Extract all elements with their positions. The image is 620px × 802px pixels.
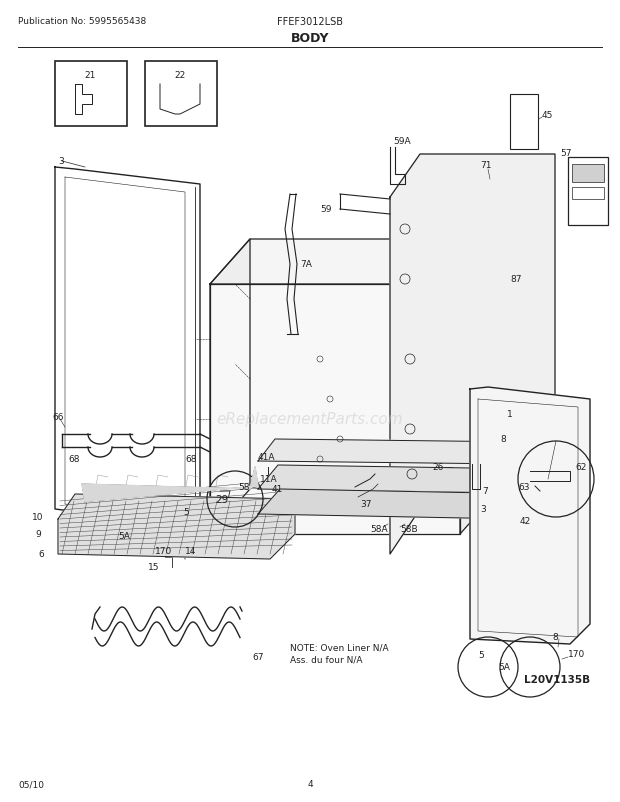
Polygon shape: [470, 387, 590, 644]
Text: 59: 59: [320, 205, 332, 214]
Text: 5A: 5A: [118, 532, 130, 541]
Text: 57: 57: [560, 148, 572, 157]
Polygon shape: [258, 465, 535, 493]
Polygon shape: [390, 155, 555, 554]
Text: 26: 26: [432, 463, 443, 472]
Text: Publication No: 5995565438: Publication No: 5995565438: [18, 18, 146, 26]
Text: 87: 87: [510, 275, 521, 284]
Text: 8: 8: [500, 435, 506, 444]
Bar: [425, 325, 485, 342]
Polygon shape: [82, 468, 258, 502]
Text: 42: 42: [520, 516, 531, 526]
Text: NOTE: Oven Liner N/A: NOTE: Oven Liner N/A: [290, 642, 389, 652]
Text: L20V1135B: L20V1135B: [524, 674, 590, 684]
Text: eReplacementParts.com: eReplacementParts.com: [216, 412, 404, 427]
Text: 1: 1: [507, 410, 513, 419]
Text: 6: 6: [38, 550, 44, 559]
Text: 5: 5: [183, 508, 188, 516]
Polygon shape: [258, 489, 540, 520]
Text: 58B: 58B: [400, 525, 418, 534]
Text: 15: 15: [148, 563, 159, 572]
Polygon shape: [210, 285, 460, 534]
Bar: [425, 339, 470, 370]
Text: 45: 45: [542, 111, 554, 119]
Bar: [510, 95, 538, 150]
Text: 62: 62: [575, 463, 587, 472]
Bar: [495, 225, 540, 243]
Bar: [572, 188, 604, 200]
Bar: [55, 62, 127, 127]
Text: 67: 67: [252, 653, 264, 662]
Text: 63: 63: [518, 483, 529, 492]
Text: FFEF3012LSB: FFEF3012LSB: [277, 17, 343, 27]
Polygon shape: [258, 439, 530, 464]
Text: 59A: 59A: [393, 137, 410, 146]
Text: 3: 3: [480, 505, 485, 514]
Text: 14: 14: [185, 547, 197, 556]
Text: 22: 22: [174, 71, 185, 79]
Text: 170: 170: [155, 547, 172, 556]
Text: 7A: 7A: [300, 260, 312, 269]
Text: 68: 68: [185, 455, 197, 464]
Text: BODY: BODY: [291, 31, 329, 44]
Bar: [425, 175, 485, 192]
Bar: [425, 449, 460, 477]
Text: Ass. du four N/A: Ass. du four N/A: [290, 654, 363, 664]
Text: 37: 37: [360, 500, 371, 508]
Text: 9: 9: [35, 530, 41, 539]
Polygon shape: [210, 240, 500, 285]
Polygon shape: [460, 240, 500, 534]
Text: 05/10: 05/10: [18, 780, 44, 788]
Bar: [495, 274, 540, 293]
Bar: [425, 399, 455, 424]
Bar: [145, 62, 217, 127]
Text: 170: 170: [568, 650, 585, 658]
Bar: [495, 325, 540, 342]
Text: 71: 71: [480, 160, 492, 169]
Bar: [425, 375, 485, 392]
Text: 5A: 5A: [498, 662, 510, 671]
Text: 58A: 58A: [370, 525, 388, 534]
Text: 41: 41: [272, 485, 283, 494]
Bar: [495, 175, 540, 192]
Text: 7: 7: [482, 487, 488, 496]
Text: 58: 58: [238, 483, 249, 492]
Text: 10: 10: [32, 512, 43, 522]
Text: 8: 8: [552, 633, 558, 642]
Bar: [425, 274, 485, 293]
Text: 3: 3: [58, 157, 64, 166]
Text: 68: 68: [68, 455, 79, 464]
Text: 5: 5: [478, 650, 484, 660]
Text: 29: 29: [215, 494, 229, 504]
Polygon shape: [58, 494, 295, 559]
Polygon shape: [210, 240, 250, 534]
Text: 21: 21: [84, 71, 95, 79]
Bar: [568, 158, 608, 225]
Text: 66: 66: [52, 413, 63, 422]
Text: 11A: 11A: [260, 475, 278, 484]
Bar: [425, 225, 485, 243]
Bar: [572, 164, 604, 183]
Bar: [495, 375, 540, 392]
Text: 4: 4: [307, 780, 313, 788]
Bar: [450, 464, 462, 494]
Text: 41A: 41A: [258, 453, 275, 462]
